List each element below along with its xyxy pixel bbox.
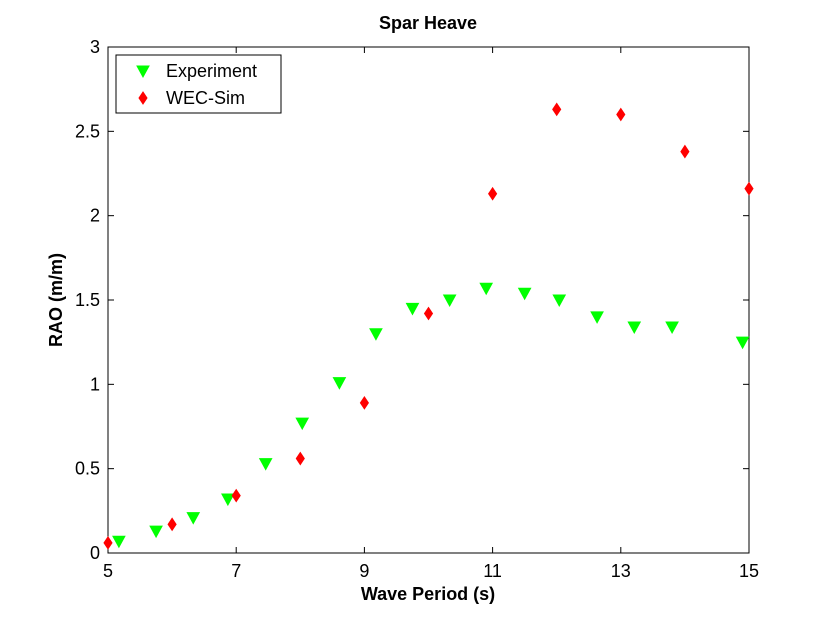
point-experiment [442,294,457,308]
point-experiment [221,493,235,507]
point-wec-sim [423,306,434,321]
point-experiment [112,535,126,549]
y-tick-label: 0.5 [75,459,100,479]
point-experiment [295,417,310,431]
point-experiment [590,311,604,324]
point-experiment [517,287,532,301]
point-wec-sim [616,107,626,122]
y-tick-label: 2.5 [75,121,100,141]
y-tick-label: 1 [90,374,100,394]
point-wec-sim [680,144,690,159]
x-tick-label: 15 [739,561,759,581]
point-wec-sim [295,451,305,466]
point-experiment [405,302,420,316]
point-experiment [735,336,750,350]
y-tick-label: 3 [90,37,100,57]
x-tick-label: 7 [231,561,241,581]
axis-ticks: 5 7 9 11 13 15 0 0.5 1 1.5 2 2.5 3 [75,37,759,581]
data-marks [103,102,754,550]
point-experiment [149,525,163,539]
point-experiment [665,321,679,335]
x-tick-label: 9 [359,561,369,581]
point-experiment [369,328,383,341]
point-experiment [552,294,567,308]
legend-label-experiment: Experiment [166,61,257,81]
legend-marker-wec-sim [138,91,148,105]
point-experiment [627,321,642,335]
legend: Experiment WEC-Sim [115,54,282,114]
y-tick-label: 1.5 [75,290,100,310]
point-wec-sim [552,102,562,117]
x-axis-label: Wave Period (s) [361,584,495,604]
point-wec-sim [487,186,498,201]
legend-label-wec-sim: WEC-Sim [166,88,245,108]
point-experiment [258,458,273,471]
point-wec-sim [744,181,754,196]
point-experiment [479,282,494,296]
y-tick-label: 0 [90,543,100,563]
point-wec-sim [167,517,177,532]
y-tick-label: 2 [90,206,100,226]
legend-marker-experiment [136,65,150,79]
point-experiment [186,512,201,525]
point-wec-sim [231,488,241,503]
x-tick-label: 13 [611,561,631,581]
point-wec-sim [103,535,113,550]
point-experiment [332,377,347,390]
chart-title: Spar Heave [379,13,477,33]
point-wec-sim [359,395,370,410]
x-tick-label: 11 [483,561,502,581]
y-axis-label: RAO (m/m) [46,253,66,347]
x-tick-label: 5 [103,561,113,581]
